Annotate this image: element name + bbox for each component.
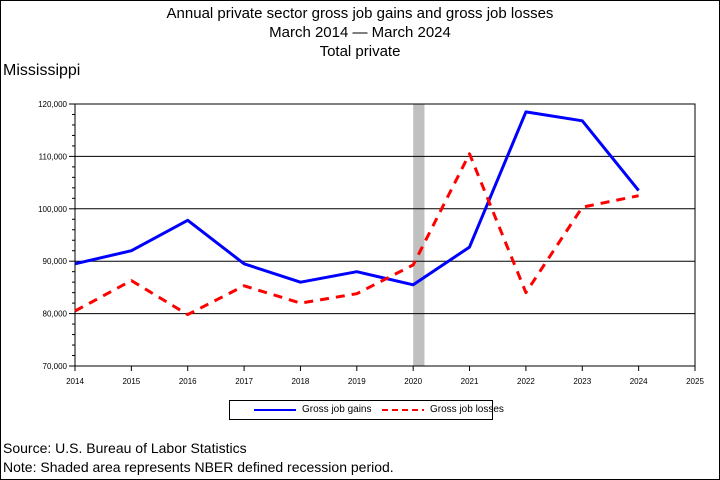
y-tick-label: 120,000 (38, 100, 67, 109)
series-line-losses (74, 152, 639, 317)
x-tick-label: 2021 (461, 377, 479, 386)
x-tick-label: 2017 (235, 377, 253, 386)
source-note: Source: U.S. Bureau of Labor Statistics (3, 440, 247, 456)
title-line-2: March 2014 — March 2024 (269, 24, 451, 41)
x-tick-label: 2024 (630, 377, 648, 386)
chart-title: Annual private sector gross job gains an… (0, 4, 720, 61)
x-tick-label: 2022 (517, 377, 535, 386)
y-tick-label: 80,000 (43, 310, 68, 319)
y-tick-label: 90,000 (43, 257, 68, 266)
y-tick-label: 70,000 (43, 362, 68, 371)
x-tick-label: 2023 (573, 377, 591, 386)
x-tick-label: 2016 (179, 377, 197, 386)
title-line-1: Annual private sector gross job gains an… (166, 5, 554, 22)
y-tick-label: 100,000 (38, 205, 67, 214)
legend-swatch-losses (382, 409, 424, 411)
legend-label-losses: Gross job losses (430, 404, 504, 415)
y-tick-label: 110,000 (39, 152, 68, 161)
series-line-gains (74, 110, 640, 287)
x-tick-label: 2014 (66, 377, 84, 386)
legend: Gross job gains Gross job losses (229, 400, 504, 420)
legend-label-gains: Gross job gains (302, 404, 372, 415)
recession-band (413, 104, 425, 366)
plot-area-border (74, 103, 696, 367)
x-tick-label: 2025 (686, 377, 704, 386)
x-tick-label: 2020 (404, 377, 422, 386)
region-label: Mississippi (3, 62, 81, 79)
x-tick-label: 2018 (292, 377, 310, 386)
legend-swatch-gains (254, 409, 296, 411)
x-tick-label: 2015 (122, 377, 140, 386)
x-tick-label: 2019 (348, 377, 366, 386)
recession-note: Note: Shaded area represents NBER define… (3, 459, 394, 475)
title-line-3: Total private (319, 43, 401, 60)
